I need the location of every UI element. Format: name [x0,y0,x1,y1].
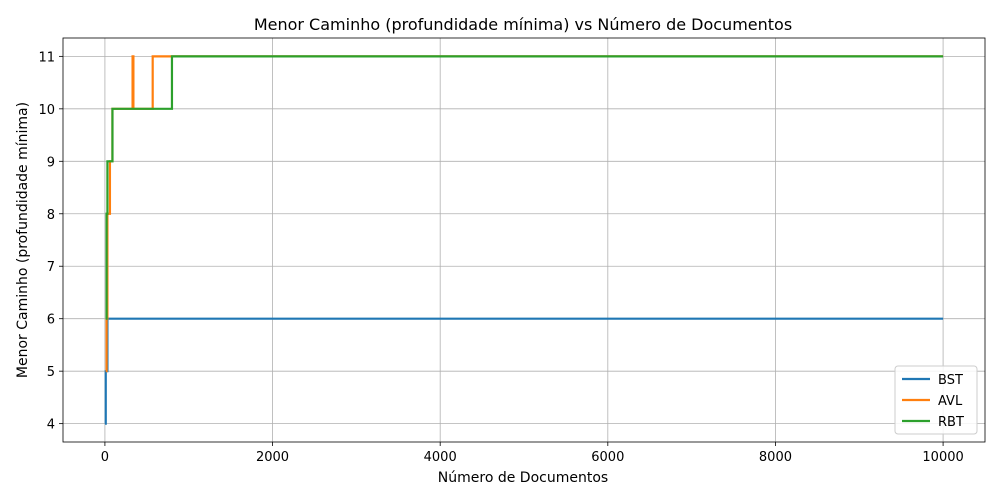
x-axis-ticks: 0 2000 4000 6000 8000 10000 [101,442,964,465]
series-layer [104,55,944,425]
y-tick-label: 10 [38,103,55,118]
legend-label-rbt: RBT [938,415,964,430]
chart-title: Menor Caminho (profundidade mínima) vs N… [254,15,792,34]
legend: BST AVL RBT [894,365,978,435]
x-tick-label: 4000 [424,450,457,465]
y-tick-label: 5 [47,365,55,380]
x-tick-label: 6000 [591,450,624,465]
y-tick-label: 11 [38,50,55,65]
series-line-rbt [105,55,944,320]
x-tick-label: 8000 [759,450,792,465]
legend-label-avl: AVL [938,394,963,409]
x-tick-label: 2000 [256,450,289,465]
x-tick-label: 10000 [922,450,963,465]
y-tick-label: 6 [47,313,55,328]
y-tick-label: 7 [47,260,55,275]
x-tick-label: 0 [101,450,109,465]
y-tick-label: 8 [47,208,55,223]
legend-box [894,365,978,435]
y-axis-label: Menor Caminho (profundidade mínima) [15,102,31,378]
y-tick-label: 9 [47,155,55,170]
x-axis-label: Número de Documentos [438,470,608,486]
legend-label-bst: BST [938,373,963,388]
y-axis-ticks: 4 5 6 7 8 9 10 11 [38,50,63,433]
y-tick-label: 4 [47,418,55,433]
plot-frame [62,37,986,443]
